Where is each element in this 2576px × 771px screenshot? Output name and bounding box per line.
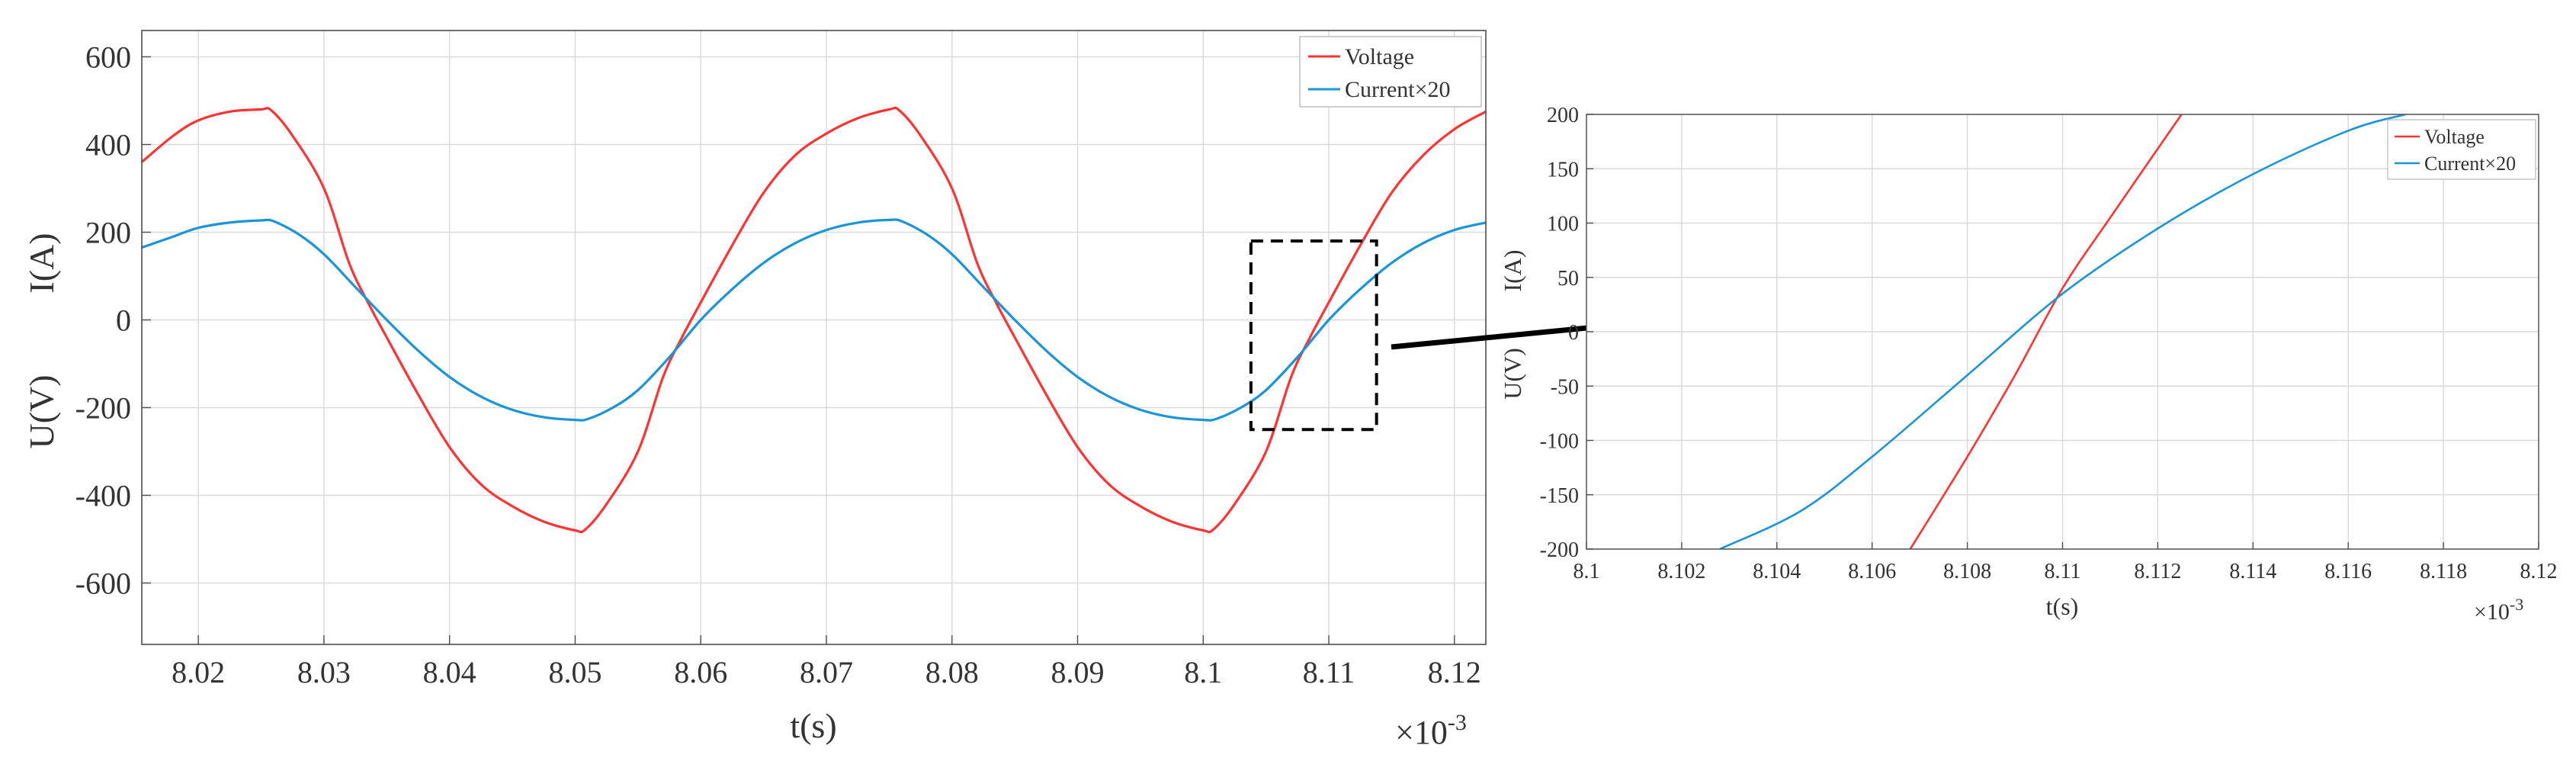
main-x-tick-label: 8.09: [1051, 655, 1105, 689]
main-x-tick-label: 8.12: [1428, 655, 1481, 689]
zoom-y-tick-label: 200: [1547, 104, 1579, 127]
main-x-tick-label: 8.05: [548, 655, 601, 689]
main-legend-current-label: Current×20: [1345, 77, 1451, 102]
zoom-x-ticks: 8.1 8.102 8.104 8.106 8.108 8.11 8.112 8.114 8.1…: [1574, 542, 2558, 583]
zoom-y-tick-label: -100: [1540, 430, 1579, 454]
main-current-line: [142, 218, 1486, 422]
zoom-y-axis-label-current: I(A): [1499, 249, 1526, 291]
zoom-x-tick-label: 8.11: [2045, 560, 2081, 583]
zoom-y-ticks: -200 -150 -100 -50 0 50 100 150 200: [1540, 104, 1593, 562]
zoom-y-tick-label: -150: [1540, 484, 1579, 508]
main-y-tick-label: 200: [85, 216, 131, 250]
main-chart: 8.02 8.03 8.04 8.05 8.06 8.07 8.08 8.09 8.1 8.11 8…: [22, 30, 1487, 751]
zoom-y-tick-label: -50: [1551, 375, 1579, 399]
zoom-x-tick-label: 8.108: [1943, 560, 1991, 583]
main-y-tick-label: -200: [75, 391, 131, 426]
zoom-legend: Voltage Current×20: [2387, 119, 2536, 180]
zoom-series: [1719, 114, 2406, 549]
zoom-region-box: [1249, 239, 1378, 432]
main-y-tick-label: -400: [75, 479, 131, 513]
main-y-tick-label: 0: [116, 304, 131, 338]
main-x-tick-label: 8.1: [1184, 655, 1222, 689]
zoom-x-tick-label: 8.116: [2324, 560, 2372, 583]
zoom-y-tick-label: 0: [1568, 321, 1579, 345]
zoom-x-axis-label: t(s): [2046, 593, 2079, 620]
main-legend-voltage-label: Voltage: [1345, 44, 1414, 69]
zoom-y-axis-label-voltage: U(V): [1499, 348, 1526, 400]
zoom-x-tick-label: 8.12: [2520, 560, 2558, 583]
main-x-tick-label: 8.03: [297, 655, 351, 689]
main-y-tick-label: 600: [85, 40, 131, 75]
zoom-x-tick-label: 8.112: [2134, 560, 2181, 583]
zoom-y-tick-label: 50: [1557, 267, 1579, 291]
zoom-x-tick-label: 8.104: [1753, 560, 1801, 583]
main-plot-area: [142, 31, 1486, 644]
main-x-exponent: ×10-3: [1395, 710, 1467, 751]
main-y-tick-label: 400: [85, 128, 131, 162]
main-y-axis-label-current: I(A): [22, 233, 61, 293]
zoom-legend-box: [2387, 119, 2536, 180]
zoom-y-tick-label: 150: [1547, 158, 1579, 182]
zoom-current-line: [1719, 114, 2406, 549]
main-y-ticks: -600 -400 -200 0 200 400 600: [75, 40, 151, 601]
main-x-ticks: 8.02 8.03 8.04 8.05 8.06 8.07 8.08 8.09 8.1 8.11 8…: [172, 635, 1481, 689]
main-x-tick-label: 8.02: [172, 655, 225, 689]
main-x-tick-label: 8.04: [423, 655, 476, 689]
zoom-x-tick-label: 8.1: [1574, 560, 1600, 583]
zoom-x-tick-label: 8.118: [2420, 560, 2467, 583]
zoom-x-tick-label: 8.102: [1657, 560, 1705, 583]
zoom-legend-voltage-label: Voltage: [2424, 126, 2485, 148]
zoom-x-exponent: ×10-3: [2474, 595, 2523, 625]
main-y-axis-label-voltage: U(V): [22, 374, 61, 448]
main-x-tick-label: 8.07: [800, 655, 853, 689]
zoom-legend-current-label: Current×20: [2424, 153, 2516, 175]
main-voltage-line: [142, 106, 1486, 534]
zoom-y-tick-label: 100: [1547, 213, 1579, 236]
main-series: [142, 106, 1486, 534]
main-legend: Voltage Current×20: [1299, 36, 1482, 108]
zoom-x-tick-label: 8.114: [2229, 560, 2276, 583]
zoom-x-tick-label: 8.106: [1848, 560, 1896, 583]
main-x-tick-label: 8.11: [1303, 655, 1355, 689]
zoom-y-tick-label: -200: [1540, 538, 1579, 562]
main-x-tick-label: 8.06: [674, 655, 727, 689]
main-y-tick-label: -600: [75, 567, 131, 601]
zoom-voltage-line: [1909, 114, 2183, 549]
main-x-tick-label: 8.08: [925, 655, 979, 689]
main-x-axis-label: t(s): [790, 706, 836, 745]
main-legend-box: [1299, 36, 1482, 108]
zoom-chart: 8.1 8.102 8.104 8.106 8.108 8.11 8.112 8.114 8.1…: [1499, 104, 2558, 625]
